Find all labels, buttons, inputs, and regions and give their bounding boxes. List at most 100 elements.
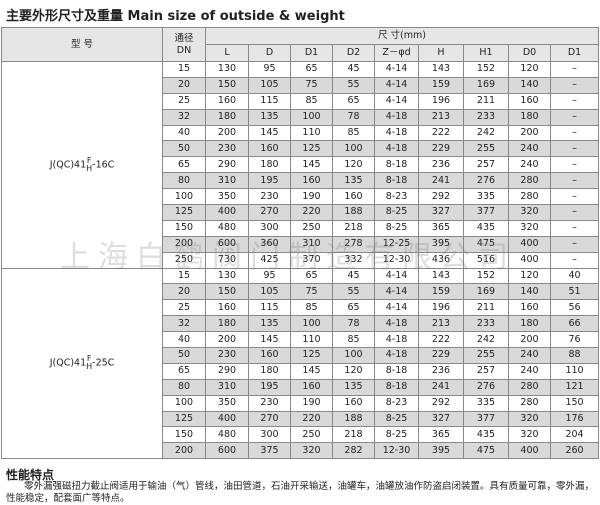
- size-cell: 180: [248, 362, 291, 380]
- size-cell: 300: [248, 219, 291, 237]
- size-cell: 4-14: [374, 76, 419, 94]
- size-cell: 135: [248, 108, 291, 126]
- size-cell: 230: [248, 188, 291, 206]
- size-cell: 200: [205, 331, 249, 349]
- dn-cell: 40: [162, 124, 206, 142]
- size-cell: 240: [508, 156, 551, 174]
- size-cell: 242: [463, 124, 509, 142]
- size-cell: 51: [549, 283, 600, 301]
- size-cell: 135: [248, 315, 291, 333]
- size-cell: 78: [332, 108, 375, 126]
- size-cell: 204: [549, 426, 600, 444]
- column-header: D1: [549, 44, 600, 62]
- size-cell: 140: [508, 283, 551, 301]
- size-cell: –: [549, 108, 600, 126]
- size-cell: 8-18: [374, 362, 419, 380]
- size-cell: 300: [248, 426, 291, 444]
- size-cell: 292: [418, 188, 464, 206]
- size-cell: –: [549, 76, 600, 94]
- size-cell: 480: [205, 219, 249, 237]
- size-cell: 282: [332, 442, 375, 460]
- table-row: 40 200 145 110 85 4-18 222 242 200–: [2, 124, 600, 142]
- size-cell: 278: [332, 235, 375, 253]
- size-cell: 4-14: [374, 299, 419, 317]
- size-cell: 150: [205, 283, 249, 301]
- size-cell: 8-25: [374, 204, 419, 221]
- size-cell: 76: [549, 331, 600, 349]
- size-cell: 160: [290, 378, 333, 396]
- dn-cell: 80: [162, 172, 206, 190]
- size-cell: 218: [332, 426, 375, 444]
- size-cell: 180: [508, 315, 551, 333]
- size-cell: 200: [508, 331, 551, 349]
- size-cell: 400: [508, 251, 551, 269]
- size-cell: 350: [205, 188, 249, 206]
- size-cell: 255: [463, 140, 509, 158]
- size-cell: 125: [290, 140, 333, 158]
- size-cell: 85: [332, 124, 375, 142]
- size-cell: 220: [290, 204, 333, 221]
- size-cell: 218: [332, 219, 375, 237]
- dn-header: 通径 DN: [162, 27, 206, 62]
- size-cell: 230: [205, 347, 249, 364]
- column-header: H: [418, 44, 464, 62]
- table-row: 20 150 105 75 55 4-14 159 169 140–: [2, 76, 600, 94]
- size-cell: 65: [290, 267, 333, 285]
- size-cell: 200: [508, 124, 551, 142]
- size-cell: 100: [290, 108, 333, 126]
- size-cell: 160: [290, 172, 333, 190]
- size-cell: 140: [508, 76, 551, 94]
- size-cell: –: [549, 140, 600, 158]
- model-prefix: J(QC)41: [49, 159, 87, 171]
- size-cell: 120: [508, 267, 551, 285]
- size-cell: 241: [418, 172, 464, 190]
- size-cell: 110: [549, 362, 600, 380]
- size-cell: 240: [508, 362, 551, 380]
- column-header: D1: [290, 44, 333, 62]
- size-cell: 8-25: [374, 219, 419, 237]
- size-cell: 160: [508, 92, 551, 110]
- size-cell: 160: [205, 299, 249, 317]
- size-cell: 377: [463, 410, 509, 428]
- size-cell: 45: [332, 61, 375, 78]
- size-cell: 211: [463, 299, 509, 317]
- dn-header-line: 通径: [174, 32, 194, 44]
- size-cell: 8-18: [374, 172, 419, 190]
- size-cell: 145: [248, 331, 291, 349]
- size-cell: 320: [508, 410, 551, 428]
- size-cell: 320: [508, 426, 551, 444]
- size-cell: 280: [508, 378, 551, 396]
- size-table: 型 号 通径 DN 尺 寸(mm) L D D1 D2 Z－φd H H1 D0 D1 J(QC)…: [1, 27, 600, 460]
- size-cell: 12-30: [374, 442, 419, 460]
- size-cell: 240: [508, 347, 551, 364]
- size-cell: 115: [248, 299, 291, 317]
- size-cell: 45: [332, 267, 375, 285]
- size-cell: 290: [205, 362, 249, 380]
- dn-cell: 65: [162, 156, 206, 174]
- size-cell: 280: [508, 172, 551, 190]
- size-cell: 425: [248, 251, 291, 269]
- size-cell: 350: [205, 394, 249, 412]
- size-cell: 260: [549, 442, 600, 460]
- size-cell: 130: [205, 61, 249, 78]
- size-cell: 145: [290, 156, 333, 174]
- model-sub: H: [86, 362, 93, 372]
- dn-cell: 50: [162, 347, 206, 364]
- size-cell: 195: [248, 172, 291, 190]
- size-cell: 100: [290, 315, 333, 333]
- size-cell: 4-14: [374, 61, 419, 78]
- size-cell: 125: [290, 347, 333, 364]
- size-cell: 310: [205, 172, 249, 190]
- dn-cell: 125: [162, 410, 206, 428]
- size-cell: 145: [290, 362, 333, 380]
- table-row: 200 600 360 310 278 12-25 395 475 400–: [2, 235, 600, 253]
- column-header: D: [248, 44, 291, 62]
- size-cell: 335: [463, 188, 509, 206]
- size-cell: 4-18: [374, 331, 419, 349]
- size-cell: 320: [508, 204, 551, 221]
- dn-cell: 25: [162, 92, 206, 110]
- size-cell: 332: [332, 251, 375, 269]
- size-cell: 8-18: [374, 156, 419, 174]
- size-cell: 730: [205, 251, 249, 269]
- dn-cell: 20: [162, 283, 206, 301]
